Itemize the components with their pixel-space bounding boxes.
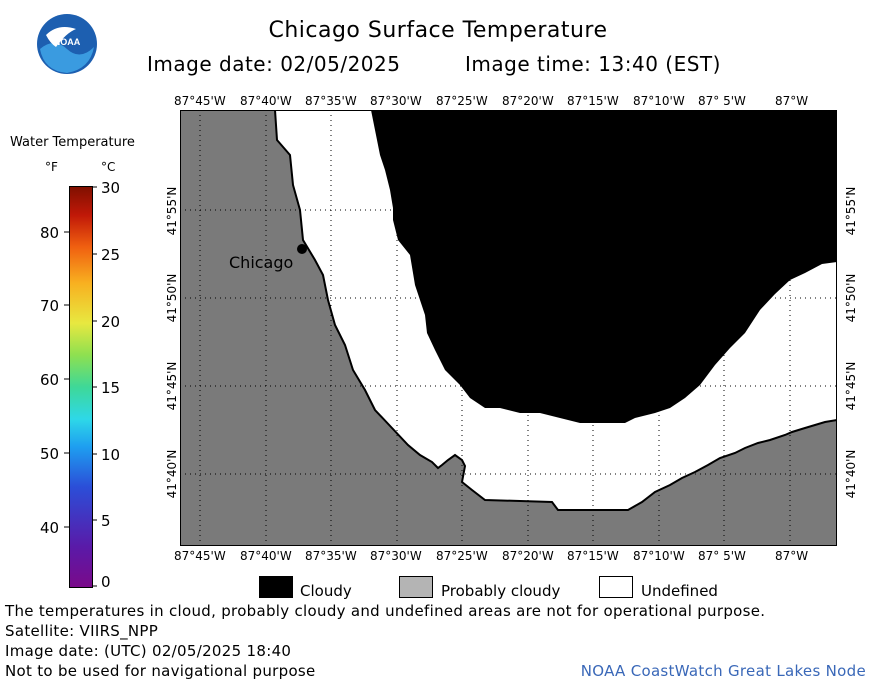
- c-tick: 15: [101, 379, 121, 397]
- legend-title: Water Temperature: [10, 135, 135, 150]
- cloudy-area: [371, 110, 837, 423]
- lat-label-right: 41°50'N: [844, 273, 858, 323]
- lat-label-right: 41°40'N: [844, 449, 858, 499]
- disclaimer: The temperatures in cloud, probably clou…: [5, 602, 766, 620]
- lon-label-top: 87° 5'W: [698, 94, 746, 108]
- logo-text: NOAA: [54, 37, 81, 47]
- lat-label-left: 41°40'N: [165, 449, 179, 499]
- lon-label-top: 87°30'W: [370, 94, 422, 108]
- c-tick: 0: [101, 573, 111, 591]
- key-label-cloudy: Cloudy: [300, 582, 352, 600]
- lon-label-bottom: 87°30'W: [370, 549, 422, 563]
- key-label-undefined: Undefined: [641, 582, 718, 600]
- lon-label-top: 87°35'W: [305, 94, 357, 108]
- lon-label-top: 87°20'W: [502, 94, 554, 108]
- c-tick: 30: [101, 179, 121, 197]
- lon-label-top: 87°15'W: [567, 94, 619, 108]
- c-tick: 20: [101, 313, 121, 331]
- c-tick: 5: [101, 512, 111, 530]
- page-title: Chicago Surface Temperature: [268, 18, 608, 43]
- key-swatch-cloudy: [259, 576, 293, 598]
- f-tick: 50: [40, 445, 60, 463]
- land-area: [180, 110, 837, 546]
- f-tick: 60: [40, 371, 60, 389]
- lat-label-left: 41°50'N: [165, 273, 179, 323]
- lat-label-left: 41°45'N: [165, 361, 179, 411]
- lat-label-right: 41°55'N: [844, 186, 858, 236]
- noaa-logo: NOAA: [36, 13, 98, 75]
- unit-c: °C: [101, 160, 116, 174]
- c-tick: 10: [101, 446, 121, 464]
- temperature-map: [180, 110, 837, 546]
- unit-f: °F: [45, 160, 58, 174]
- lon-label-top: 87°25'W: [436, 94, 488, 108]
- satellite: Satellite: VIIRS_NPP: [5, 622, 159, 640]
- key-swatch-undefined: [599, 576, 633, 598]
- lon-label-bottom: 87°W: [775, 549, 809, 563]
- lon-label-bottom: 87° 5'W: [698, 549, 746, 563]
- lon-label-top: 87°10'W: [633, 94, 685, 108]
- key-swatch-probably-cloudy: [399, 576, 433, 598]
- lon-label-bottom: 87°20'W: [502, 549, 554, 563]
- c-tick: 25: [101, 246, 121, 264]
- lon-label-bottom: 87°35'W: [305, 549, 357, 563]
- nav-warning: Not to be used for navigational purpose: [5, 662, 316, 680]
- image-time: Image time: 13:40 (EST): [465, 52, 721, 76]
- lat-label-left: 41°55'N: [165, 186, 179, 236]
- lon-label-top: 87°W: [775, 94, 809, 108]
- noaa-logo-icon: NOAA: [37, 14, 97, 74]
- image-date: Image date: 02/05/2025: [147, 52, 401, 76]
- lon-label-bottom: 87°40'W: [240, 549, 292, 563]
- f-tick: 40: [40, 519, 60, 537]
- lon-label-top: 87°40'W: [240, 94, 292, 108]
- credit: NOAA CoastWatch Great Lakes Node: [580, 662, 866, 680]
- utc-date: Image date: (UTC) 02/05/2025 18:40: [5, 642, 292, 660]
- lon-label-bottom: 87°10'W: [633, 549, 685, 563]
- chicago-marker: [297, 244, 307, 254]
- key-label-probably-cloudy: Probably cloudy: [441, 582, 561, 600]
- lat-label-right: 41°45'N: [844, 361, 858, 411]
- city-label-chicago: Chicago: [229, 253, 294, 272]
- f-tick: 70: [40, 297, 60, 315]
- f-tick: 80: [40, 224, 60, 242]
- lon-label-bottom: 87°15'W: [567, 549, 619, 563]
- temperature-colorbar: [69, 186, 93, 588]
- lon-label-bottom: 87°25'W: [436, 549, 488, 563]
- lon-label-bottom: 87°45'W: [174, 549, 226, 563]
- lon-label-top: 87°45'W: [174, 94, 226, 108]
